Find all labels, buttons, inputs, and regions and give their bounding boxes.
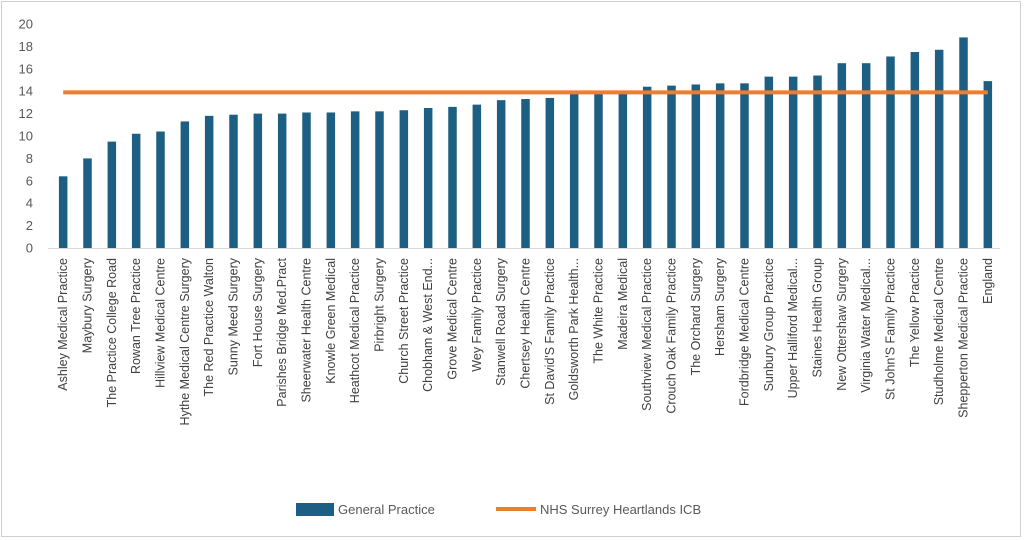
- bar: [788, 76, 798, 248]
- x-tick-label: Pirbright Surgery: [373, 257, 387, 352]
- x-tick-label: Wey Family Practice: [470, 258, 484, 372]
- y-tick-label: 14: [19, 84, 33, 99]
- bar: [934, 49, 944, 249]
- y-tick-label: 12: [19, 106, 33, 121]
- x-tick-label: Ashley Medical Practice: [56, 258, 70, 391]
- y-axis: 0 2 4 6 8 10 12 14 16 18 20: [19, 17, 33, 256]
- x-tick-label: Sunny Meed Surgery: [227, 257, 241, 375]
- x-tick-label: Knowle Green Medical: [324, 258, 338, 384]
- x-tick-label: Hillview Medical Centre: [154, 258, 168, 388]
- bar: [180, 121, 190, 248]
- bar: [107, 141, 117, 248]
- bar: [569, 93, 579, 248]
- x-tick-label: Upper Halliford Medical...: [786, 258, 800, 398]
- bar: [399, 110, 409, 249]
- y-tick-label: 10: [19, 129, 33, 144]
- x-tick-label: Hythe Medical Centre Surgery: [178, 257, 192, 425]
- bar: [253, 113, 263, 248]
- x-tick-label: Shepperton Medical Practice: [957, 258, 971, 418]
- bar: [959, 37, 968, 248]
- x-tick-label: New Ottershaw Surgery: [835, 257, 849, 390]
- x-tick-label: Parishes Bridge Med.Pract: [275, 257, 289, 406]
- bar: [131, 133, 141, 248]
- bar: [423, 108, 433, 248]
- bar: [448, 106, 457, 248]
- x-tick-label: Goldsworth Park Health...: [567, 258, 581, 400]
- x-tick-label: The Orchard Surgery: [689, 257, 703, 375]
- x-tick-label: Sheerwater Health Centre: [300, 258, 314, 403]
- x-tick-label: Fordbridge Medical Centre: [738, 258, 752, 406]
- x-tick-label: Heathcot Medical Practice: [348, 258, 362, 403]
- bar: [837, 63, 847, 249]
- bar: [545, 97, 555, 248]
- bar: [691, 84, 701, 248]
- x-tick-label: St David'S Family Practice: [543, 258, 557, 405]
- x-tick-label: Hersham Surgery: [713, 257, 727, 356]
- x-tick-label: Grove Medical Centre: [446, 258, 460, 380]
- bar: [642, 86, 652, 248]
- bar: [58, 176, 68, 248]
- legend-label-general-practice: General Practice: [338, 502, 435, 517]
- bar: [302, 112, 311, 248]
- bar: [813, 75, 822, 249]
- bar-series-general-practice: [58, 37, 993, 249]
- bar: [618, 91, 628, 248]
- y-tick-label: 8: [26, 151, 33, 166]
- bar: [229, 114, 238, 248]
- x-tick-label: Church Street Practice: [397, 258, 411, 384]
- x-tick-label: Rowan Tree Practice: [129, 258, 143, 374]
- x-tick-label: Madeira Medical: [616, 258, 630, 350]
- x-tick-label: Virginia Water Medical...: [859, 258, 873, 393]
- bar: [594, 92, 603, 248]
- x-tick-label: The Yellow Practice: [908, 258, 922, 367]
- bar: [277, 113, 287, 248]
- x-tick-label: St John'S Family Practice: [884, 258, 898, 400]
- x-tick-label: Sunbury Group Practice: [762, 258, 776, 391]
- x-tick-label: Chertsey Health Centre: [519, 258, 533, 389]
- x-tick-label: England: [981, 258, 995, 304]
- bar: [472, 104, 482, 248]
- bar: [326, 112, 336, 248]
- bar: [740, 83, 749, 248]
- x-tick-label: Crouch Oak Family Practice: [665, 258, 679, 414]
- x-axis-labels: Ashley Medical Practice Maybury Surgery Th…: [56, 257, 995, 425]
- y-tick-label: 2: [26, 218, 33, 233]
- bar: [667, 85, 676, 248]
- legend-label-icb: NHS Surrey Heartlands ICB: [540, 502, 701, 517]
- legend-swatch-general-practice: [296, 503, 334, 516]
- bar: [375, 111, 384, 248]
- x-tick-label: Southview Medical Practice: [640, 258, 654, 411]
- bar: [204, 115, 214, 248]
- x-tick-label: Maybury Surgery: [81, 257, 95, 353]
- y-tick-label: 16: [19, 61, 33, 76]
- y-tick-label: 0: [26, 241, 33, 256]
- bar: [764, 76, 774, 248]
- x-tick-label: Staines Health Group: [811, 258, 825, 378]
- x-tick-label: The White Practice: [592, 258, 606, 364]
- bar: [983, 81, 993, 249]
- x-tick-label: The Red Practice Walton: [202, 258, 216, 397]
- x-tick-label: The Practice College Road: [105, 258, 119, 407]
- bar: [521, 99, 530, 248]
- bar: [83, 158, 92, 248]
- bar: [715, 83, 725, 248]
- x-tick-label: Chobham & West End...: [421, 258, 435, 392]
- x-tick-label: Fort House Surgery: [251, 257, 265, 367]
- bar: [861, 63, 871, 249]
- y-tick-label: 4: [26, 196, 33, 211]
- x-tick-label: Studholme Medical Centre: [932, 258, 946, 405]
- bar: [886, 56, 895, 249]
- bar: [350, 111, 360, 248]
- bar: [910, 52, 920, 248]
- bar: [496, 100, 506, 248]
- y-tick-label: 6: [26, 173, 33, 188]
- y-tick-label: 20: [19, 17, 33, 32]
- y-tick-label: 18: [19, 39, 33, 54]
- x-tick-label: Stanwell Road Surgery: [494, 257, 508, 386]
- legend: General Practice NHS Surrey Heartlands I…: [296, 502, 701, 517]
- bar: [156, 131, 165, 248]
